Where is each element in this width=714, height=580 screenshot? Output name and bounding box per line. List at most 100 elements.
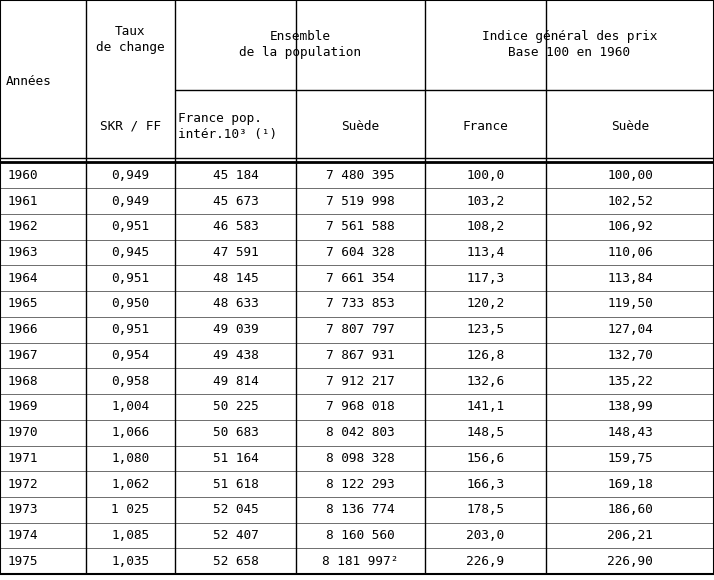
Text: France pop.
intér.10³ (¹): France pop. intér.10³ (¹): [178, 112, 278, 141]
Text: 0,950: 0,950: [111, 298, 149, 310]
Text: 52 045: 52 045: [213, 503, 258, 516]
Text: 1972: 1972: [7, 477, 38, 491]
Text: 103,2: 103,2: [466, 194, 505, 208]
Text: 120,2: 120,2: [466, 298, 505, 310]
Text: 186,60: 186,60: [607, 503, 653, 516]
Text: 1,004: 1,004: [111, 400, 149, 414]
Text: 123,5: 123,5: [466, 323, 505, 336]
Text: 8 042 803: 8 042 803: [326, 426, 395, 439]
Text: 127,04: 127,04: [607, 323, 653, 336]
Text: 49 039: 49 039: [213, 323, 258, 336]
Text: 1969: 1969: [7, 400, 38, 414]
Text: 8 122 293: 8 122 293: [326, 477, 395, 491]
Text: 108,2: 108,2: [466, 220, 505, 233]
Text: 159,75: 159,75: [607, 452, 653, 465]
Text: 7 733 853: 7 733 853: [326, 298, 395, 310]
Text: 132,6: 132,6: [466, 375, 505, 387]
Text: SKR / FF: SKR / FF: [100, 119, 161, 133]
Text: 45 673: 45 673: [213, 194, 258, 208]
Text: 49 438: 49 438: [213, 349, 258, 362]
Text: 1962: 1962: [7, 220, 38, 233]
Text: 138,99: 138,99: [607, 400, 653, 414]
Text: 1965: 1965: [7, 298, 38, 310]
Text: 46 583: 46 583: [213, 220, 258, 233]
Text: 135,22: 135,22: [607, 375, 653, 387]
Text: 0,945: 0,945: [111, 246, 149, 259]
Text: 1970: 1970: [7, 426, 38, 439]
Text: 1 025: 1 025: [111, 503, 149, 516]
Text: 0,951: 0,951: [111, 271, 149, 285]
Text: 226,90: 226,90: [607, 555, 653, 568]
Text: 148,43: 148,43: [607, 426, 653, 439]
Text: 106,92: 106,92: [607, 220, 653, 233]
Text: 156,6: 156,6: [466, 452, 505, 465]
Text: Taux
de change: Taux de change: [96, 24, 165, 54]
Text: 48 145: 48 145: [213, 271, 258, 285]
Text: 7 867 931: 7 867 931: [326, 349, 395, 362]
Text: 0,949: 0,949: [111, 169, 149, 182]
Text: 8 098 328: 8 098 328: [326, 452, 395, 465]
Text: 1,062: 1,062: [111, 477, 149, 491]
Text: 113,84: 113,84: [607, 271, 653, 285]
Text: Suède: Suède: [341, 119, 380, 133]
Text: 1963: 1963: [7, 246, 38, 259]
Text: 1,080: 1,080: [111, 452, 149, 465]
Text: 1966: 1966: [7, 323, 38, 336]
Text: 1975: 1975: [7, 555, 38, 568]
Text: 7 561 588: 7 561 588: [326, 220, 395, 233]
Text: Suède: Suède: [611, 119, 649, 133]
Text: 1974: 1974: [7, 529, 38, 542]
Text: 126,8: 126,8: [466, 349, 505, 362]
Text: 226,9: 226,9: [466, 555, 505, 568]
Text: 117,3: 117,3: [466, 271, 505, 285]
Text: 102,52: 102,52: [607, 194, 653, 208]
Text: 45 184: 45 184: [213, 169, 258, 182]
Text: 47 591: 47 591: [213, 246, 258, 259]
Text: 50 683: 50 683: [213, 426, 258, 439]
Text: 0,951: 0,951: [111, 323, 149, 336]
Text: Années: Années: [6, 75, 51, 88]
Text: 148,5: 148,5: [466, 426, 505, 439]
Text: 141,1: 141,1: [466, 400, 505, 414]
Text: 119,50: 119,50: [607, 298, 653, 310]
Text: 1964: 1964: [7, 271, 38, 285]
Text: 1,085: 1,085: [111, 529, 149, 542]
Text: 1961: 1961: [7, 194, 38, 208]
Text: 1,035: 1,035: [111, 555, 149, 568]
Text: 206,21: 206,21: [607, 529, 653, 542]
Text: 132,70: 132,70: [607, 349, 653, 362]
Text: 1973: 1973: [7, 503, 38, 516]
Text: 52 658: 52 658: [213, 555, 258, 568]
Text: 1968: 1968: [7, 375, 38, 387]
Text: 7 807 797: 7 807 797: [326, 323, 395, 336]
Text: 113,4: 113,4: [466, 246, 505, 259]
Text: 0,949: 0,949: [111, 194, 149, 208]
Text: 8 136 774: 8 136 774: [326, 503, 395, 516]
Text: 48 633: 48 633: [213, 298, 258, 310]
Text: 110,06: 110,06: [607, 246, 653, 259]
Text: 178,5: 178,5: [466, 503, 505, 516]
Text: 0,954: 0,954: [111, 349, 149, 362]
Text: Indice général des prix
Base 100 en 1960: Indice général des prix Base 100 en 1960: [482, 31, 657, 60]
Text: 7 968 018: 7 968 018: [326, 400, 395, 414]
Text: 52 407: 52 407: [213, 529, 258, 542]
Text: 8 160 560: 8 160 560: [326, 529, 395, 542]
Text: 100,0: 100,0: [466, 169, 505, 182]
Text: 166,3: 166,3: [466, 477, 505, 491]
Text: France: France: [463, 119, 508, 133]
Text: 0,951: 0,951: [111, 220, 149, 233]
Text: 0,958: 0,958: [111, 375, 149, 387]
Text: Ensemble
de la population: Ensemble de la population: [239, 31, 361, 60]
Text: 1971: 1971: [7, 452, 38, 465]
Text: 169,18: 169,18: [607, 477, 653, 491]
Text: 1,066: 1,066: [111, 426, 149, 439]
Text: 7 480 395: 7 480 395: [326, 169, 395, 182]
Text: 7 912 217: 7 912 217: [326, 375, 395, 387]
Text: 7 519 998: 7 519 998: [326, 194, 395, 208]
Text: 7 604 328: 7 604 328: [326, 246, 395, 259]
Text: 100,00: 100,00: [607, 169, 653, 182]
Text: 51 164: 51 164: [213, 452, 258, 465]
Text: 1960: 1960: [7, 169, 38, 182]
Text: 203,0: 203,0: [466, 529, 505, 542]
Text: 7 661 354: 7 661 354: [326, 271, 395, 285]
